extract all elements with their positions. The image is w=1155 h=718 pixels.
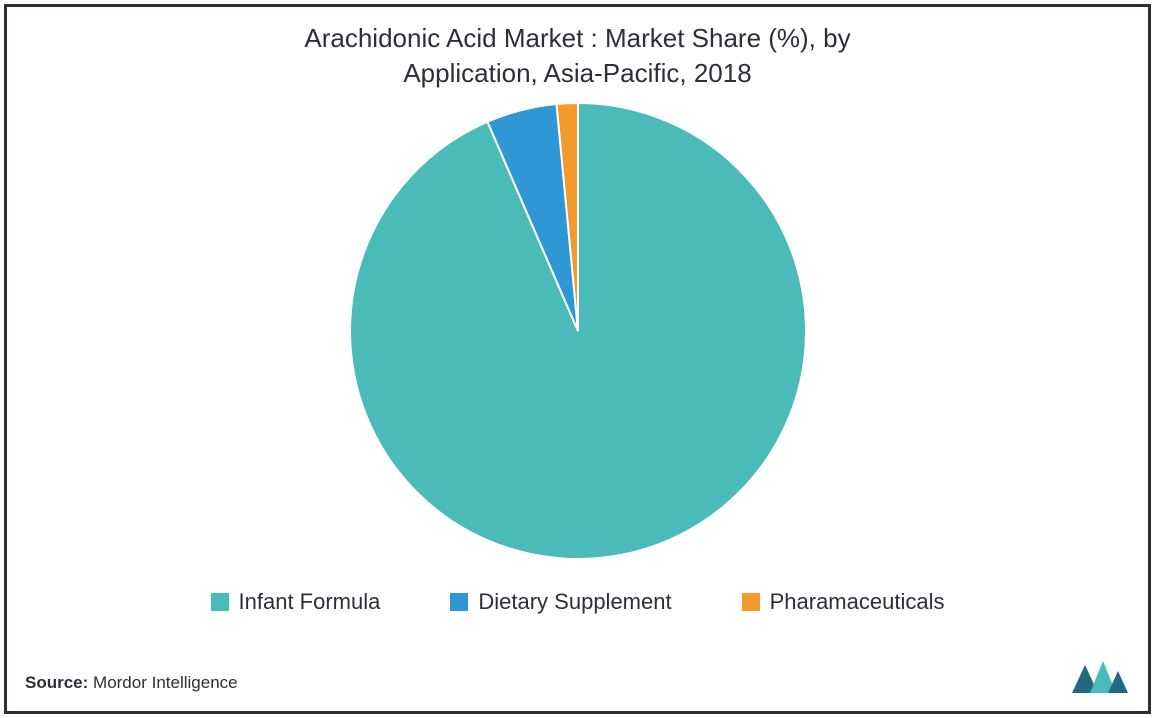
legend: Infant Formula Dietary Supplement Pharamac…	[7, 589, 1148, 615]
legend-label-0: Infant Formula	[239, 589, 381, 615]
legend-item-2: Pharamaceuticals	[742, 589, 945, 615]
pie-chart	[348, 101, 808, 561]
source-value: Mordor Intelligence	[93, 673, 238, 692]
legend-item-0: Infant Formula	[211, 589, 381, 615]
legend-swatch-1	[450, 593, 468, 611]
source-attribution: Source: Mordor Intelligence	[25, 673, 238, 693]
source-label: Source:	[25, 673, 88, 692]
chart-title: Arachidonic Acid Market : Market Share (…	[7, 21, 1148, 91]
brand-logo-icon	[1070, 657, 1130, 697]
pie-chart-container	[7, 101, 1148, 561]
legend-label-1: Dietary Supplement	[478, 589, 671, 615]
title-line-1: Arachidonic Acid Market : Market Share (…	[304, 23, 850, 53]
legend-swatch-0	[211, 593, 229, 611]
title-line-2: Application, Asia-Pacific, 2018	[403, 58, 751, 88]
outer-frame: Arachidonic Acid Market : Market Share (…	[4, 4, 1151, 714]
legend-swatch-2	[742, 593, 760, 611]
legend-label-2: Pharamaceuticals	[770, 589, 945, 615]
legend-item-1: Dietary Supplement	[450, 589, 671, 615]
